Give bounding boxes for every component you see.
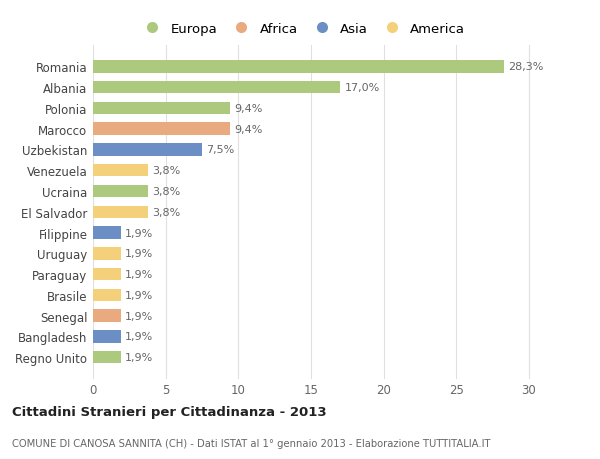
Text: 1,9%: 1,9% xyxy=(125,228,153,238)
Text: 1,9%: 1,9% xyxy=(125,331,153,341)
Bar xyxy=(93,289,121,302)
Bar xyxy=(93,123,230,135)
Text: 3,8%: 3,8% xyxy=(152,166,181,176)
Legend: Europa, Africa, Asia, America: Europa, Africa, Asia, America xyxy=(139,22,465,35)
Bar xyxy=(93,351,121,364)
Text: 7,5%: 7,5% xyxy=(206,145,235,155)
Text: Cittadini Stranieri per Cittadinanza - 2013: Cittadini Stranieri per Cittadinanza - 2… xyxy=(12,405,326,419)
Bar xyxy=(93,185,148,198)
Bar xyxy=(93,61,504,73)
Text: 1,9%: 1,9% xyxy=(125,269,153,280)
Text: 9,4%: 9,4% xyxy=(234,104,262,114)
Bar xyxy=(93,310,121,322)
Bar xyxy=(93,144,202,157)
Bar xyxy=(93,102,230,115)
Text: 3,8%: 3,8% xyxy=(152,207,181,217)
Text: 1,9%: 1,9% xyxy=(125,249,153,259)
Text: 17,0%: 17,0% xyxy=(344,83,380,93)
Text: 3,8%: 3,8% xyxy=(152,186,181,196)
Bar xyxy=(93,82,340,94)
Text: 28,3%: 28,3% xyxy=(509,62,544,72)
Bar xyxy=(93,330,121,343)
Text: 1,9%: 1,9% xyxy=(125,311,153,321)
Bar xyxy=(93,165,148,177)
Text: 1,9%: 1,9% xyxy=(125,353,153,362)
Bar xyxy=(93,206,148,218)
Text: 1,9%: 1,9% xyxy=(125,290,153,300)
Text: COMUNE DI CANOSA SANNITA (CH) - Dati ISTAT al 1° gennaio 2013 - Elaborazione TUT: COMUNE DI CANOSA SANNITA (CH) - Dati IST… xyxy=(12,438,491,448)
Bar xyxy=(93,268,121,280)
Bar xyxy=(93,247,121,260)
Bar xyxy=(93,227,121,239)
Text: 9,4%: 9,4% xyxy=(234,124,262,134)
